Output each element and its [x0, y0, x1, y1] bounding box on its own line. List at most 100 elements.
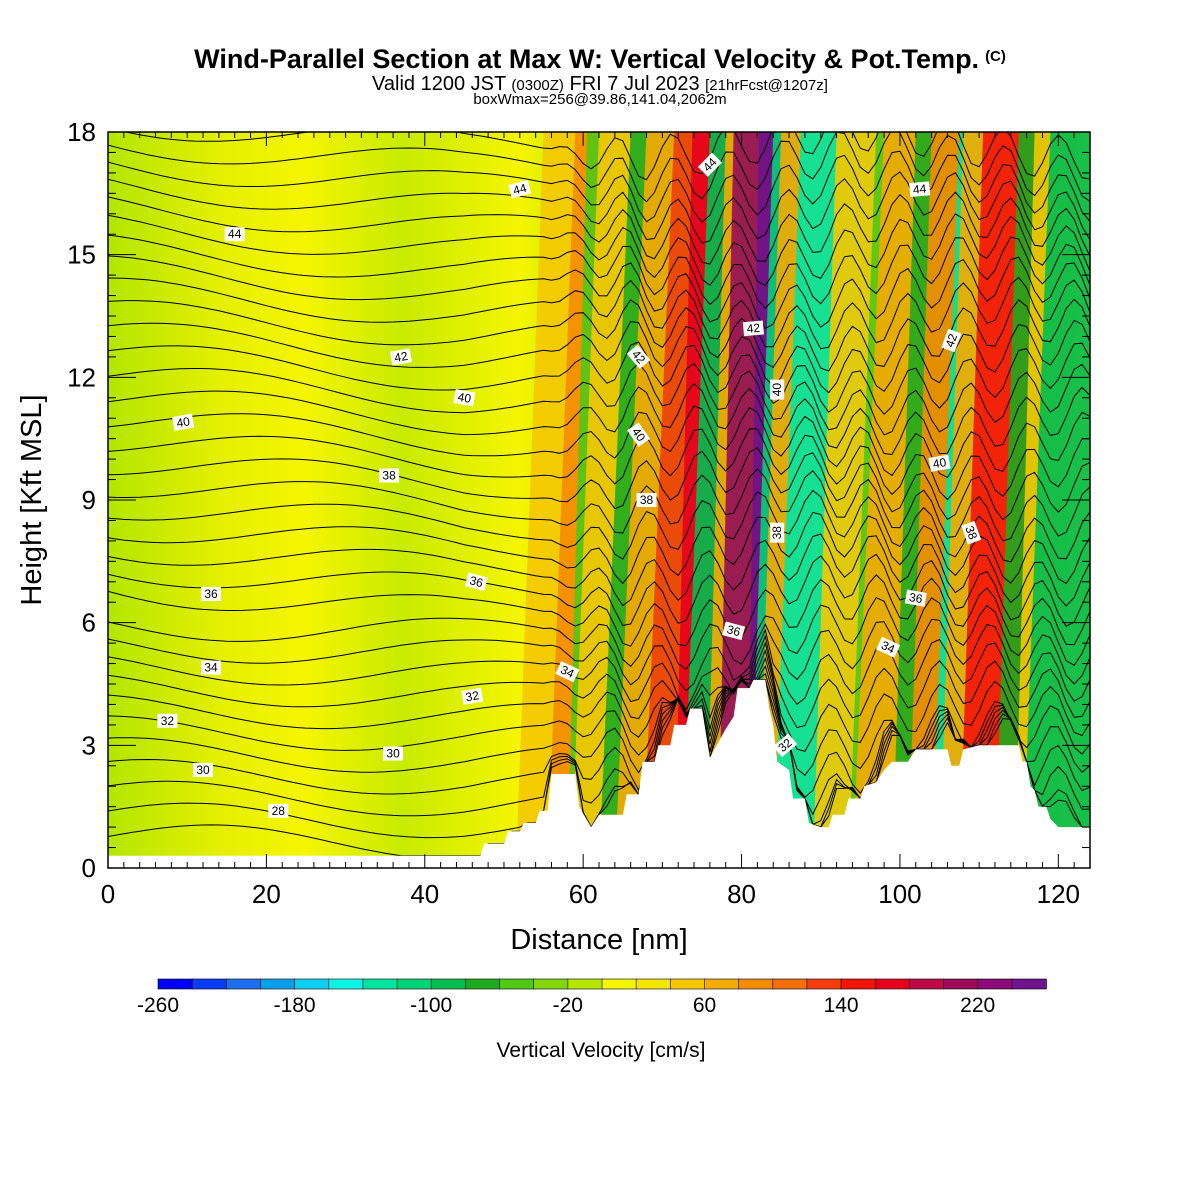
theta-contour-line — [108, 213, 1090, 287]
colorbar-swatch — [157, 978, 193, 990]
theta-label-text: 42 — [943, 332, 961, 350]
theta-label: 36 — [464, 572, 488, 592]
y-tick-label: 9 — [82, 485, 96, 515]
theta-label-box — [461, 687, 484, 705]
colorbar-title: Vertical Velocity [cm/s] — [497, 1039, 706, 1062]
colorbar-swatch — [635, 978, 672, 990]
x-tick-label: 60 — [569, 879, 598, 909]
theta-label-box — [464, 572, 488, 592]
theta-contour-line — [108, 664, 1090, 816]
theta-label: 44 — [697, 152, 722, 177]
theta-label-text: 30 — [386, 747, 400, 761]
colorbar-label: 220 — [960, 994, 995, 1017]
theta-label-box — [172, 413, 195, 431]
theta-label: 34 — [876, 636, 901, 658]
x-tick-label: 0 — [101, 879, 115, 909]
theta-contour-line — [108, 382, 1090, 456]
theta-label: 44 — [508, 179, 532, 199]
colorbar-swatch — [294, 978, 330, 990]
theta-label: 40 — [453, 389, 476, 407]
theta-label-text: 36 — [725, 622, 742, 639]
theta-label-box — [928, 454, 951, 472]
terrain — [108, 679, 1090, 868]
colorbar-label: -20 — [553, 994, 583, 1017]
theta-label: 42 — [941, 328, 962, 353]
theta-contour-line — [108, 574, 1090, 647]
theta-contour-line — [108, 533, 1090, 607]
valid-time: Valid 1200 JST — [372, 73, 506, 95]
y-tick-label: 12 — [67, 362, 96, 392]
colorbar-swatch — [362, 978, 398, 990]
theta-label-box — [508, 179, 532, 199]
forecast-date: FRI 7 Jul 2023 — [569, 73, 700, 95]
theta-label-text: 34 — [879, 638, 897, 656]
theta-label-text: 28 — [272, 804, 286, 818]
theta-contour-line — [108, 596, 1090, 671]
theta-label-box — [383, 746, 404, 761]
theta-label-text: 40 — [770, 383, 784, 397]
theta-label: 36 — [904, 589, 927, 607]
theta-label: 34 — [201, 660, 221, 675]
theta-label-box — [876, 636, 901, 658]
theta-label-text: 40 — [932, 455, 948, 471]
x-tick-label: 120 — [1037, 879, 1080, 909]
theta-label-box — [201, 587, 221, 601]
colorbar-label: -260 — [137, 994, 179, 1017]
x-axis: 0 20 40 60 80 100 120 — [101, 132, 1091, 909]
theta-label-text: 38 — [640, 493, 654, 507]
plot-area: 28 30 30 32 32 32 34 34 34 36 36 36 36 38 38 38 38 40 40 40… — [108, 132, 1090, 868]
utc-time: (0300Z) — [511, 77, 564, 94]
y-tick-label: 0 — [82, 853, 96, 883]
theta-label-text: 30 — [196, 763, 210, 777]
theta-label-box — [453, 389, 476, 407]
velocity-streaks — [515, 132, 1090, 868]
theta-label-text: 32 — [465, 688, 481, 704]
theta-label: 38 — [636, 493, 657, 507]
theta-label-text: 44 — [912, 182, 927, 197]
theta-contour-line — [108, 428, 1090, 501]
colorbar-swatch — [430, 978, 467, 990]
y-tick-label: 15 — [67, 240, 96, 270]
theta-label-box — [627, 422, 651, 447]
theta-label: 30 — [383, 746, 404, 761]
theta-label: 44 — [909, 181, 931, 198]
colorbar-swatch — [465, 978, 501, 990]
theta-label-box — [157, 713, 178, 728]
theta-label-box — [636, 493, 657, 507]
valid-time-line: Valid 1200 JST (0300Z) FRI 7 Jul 2023 [2… — [0, 73, 1200, 96]
theta-label-box — [201, 660, 221, 675]
colorbar-swatch — [396, 978, 433, 990]
theta-label-text: 36 — [204, 587, 218, 601]
y-tick-label: 6 — [82, 608, 96, 638]
theta-label-box — [379, 468, 400, 483]
theta-label-text: 34 — [558, 663, 576, 681]
y-tick-label: 18 — [67, 117, 96, 147]
theta-contour-line — [108, 649, 1090, 777]
theta-label-text: 42 — [393, 349, 409, 365]
x-tick-label: 40 — [410, 879, 439, 909]
theta-label: 40 — [172, 413, 195, 431]
theta-contour-lines — [108, 132, 1090, 857]
box-info: boxWmax=256@39.86,141.04,2062m — [473, 91, 727, 108]
theta-label-box — [389, 348, 413, 366]
chart-title: Wind-Parallel Section at Max W: Vertical… — [0, 44, 1200, 75]
theta-contour-line — [108, 618, 1090, 692]
x-tick-label: 20 — [252, 879, 281, 909]
theta-label: 40 — [770, 379, 785, 400]
colorbar-swatch — [772, 978, 808, 990]
theta-label: 34 — [555, 661, 580, 683]
theta-label-text: 40 — [175, 414, 191, 430]
y-axis: 0 36 9 12 15 18 — [67, 117, 1090, 883]
theta-label-box — [626, 344, 651, 370]
colorbar-swatch — [1011, 978, 1047, 990]
colorbar-swatch — [260, 978, 296, 990]
theta-contour-line — [108, 298, 1090, 372]
theta-label-text: 36 — [468, 573, 485, 590]
theta-contour-line — [108, 191, 1090, 265]
x-tick-label: 100 — [878, 879, 921, 909]
theta-contour-line — [108, 319, 1090, 394]
theta-label-text: 32 — [161, 714, 175, 728]
colorbar-swatch — [191, 978, 228, 990]
theta-label-box — [224, 227, 245, 242]
